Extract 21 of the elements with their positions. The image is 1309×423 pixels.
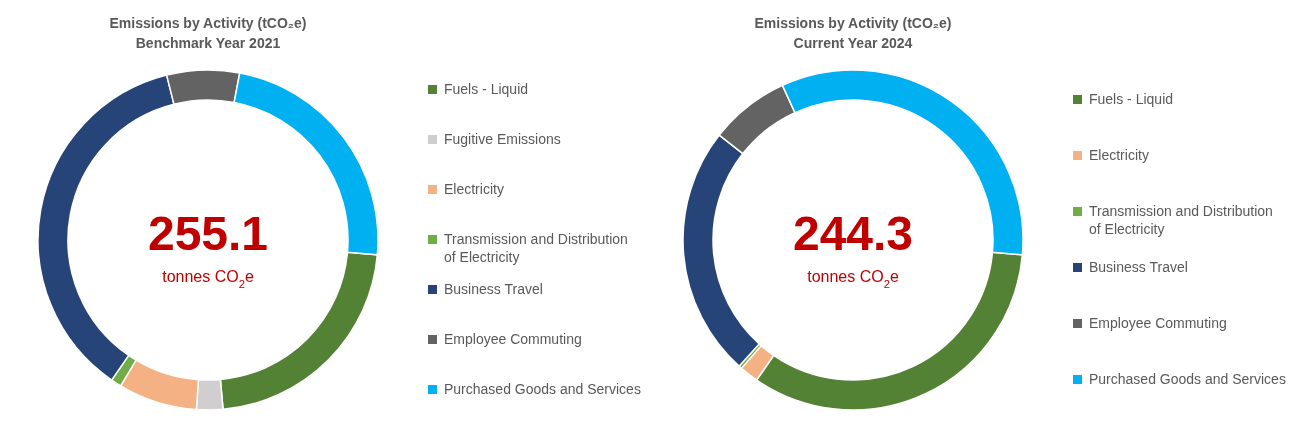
- text: 244.3: [792, 207, 914, 260]
- legend-label: Electricity: [444, 181, 504, 197]
- legend-label: Fugitive Emissions: [444, 131, 561, 147]
- legend-label: Electricity: [1089, 147, 1149, 163]
- legend-label: Fuels - Liquid: [1089, 91, 1174, 107]
- text: 255.1: [147, 207, 269, 260]
- legend-label: Employee Commuting: [1089, 315, 1227, 331]
- legend-label: Transmission and Distribution of Electricity: [1089, 203, 1273, 237]
- legend-label: Purchased Goods and Services: [1089, 371, 1286, 387]
- chart-subtitle: Current Year 2024: [793, 35, 913, 51]
- legend-label: Fuels - Liquid: [444, 81, 529, 97]
- chart-title: Emissions by Activity (tCO₂e): [754, 15, 952, 31]
- chart-title: Emissions by Activity (tCO₂e): [109, 15, 307, 31]
- legend-label: Business Travel: [444, 281, 543, 297]
- text: tonnes CO$_{2}$e: [162, 268, 254, 290]
- legend-label: Transmission and Distribution of Electricity: [444, 231, 628, 265]
- chart-subtitle: Benchmark Year 2021: [135, 35, 281, 51]
- legend-label: Business Travel: [1089, 259, 1188, 275]
- legend-label: Employee Commuting: [444, 331, 582, 347]
- legend-label: Purchased Goods and Services: [444, 381, 641, 397]
- text: tonnes CO$_{2}$e: [807, 268, 899, 290]
